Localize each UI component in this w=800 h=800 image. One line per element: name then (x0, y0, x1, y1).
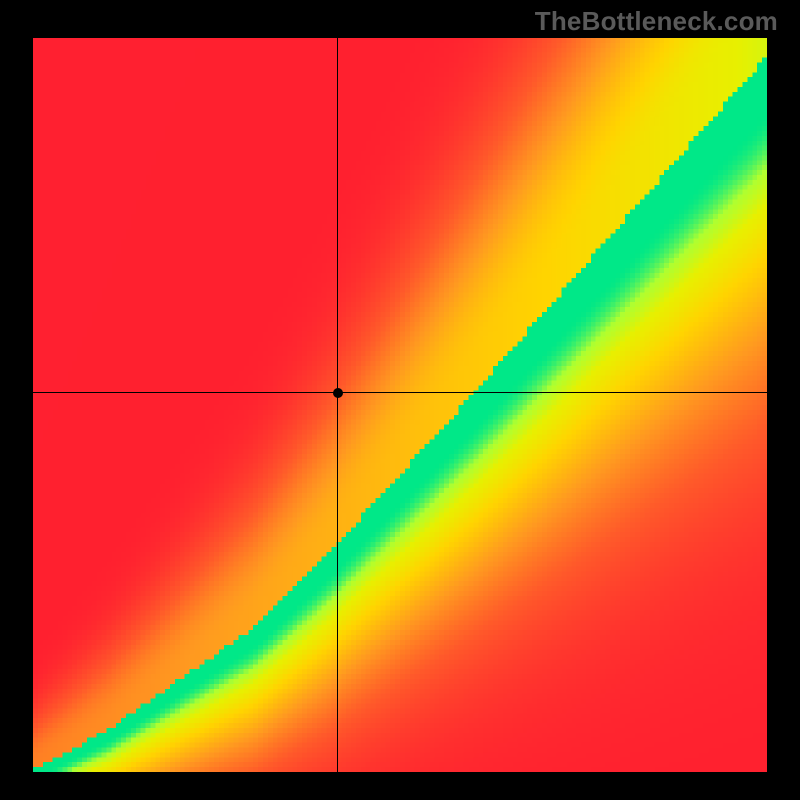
bottleneck-heatmap (33, 38, 767, 772)
crosshair-vertical-line (337, 38, 338, 772)
watermark-text: TheBottleneck.com (535, 6, 778, 37)
crosshair-marker-dot (333, 388, 343, 398)
crosshair-horizontal-line (33, 392, 767, 393)
